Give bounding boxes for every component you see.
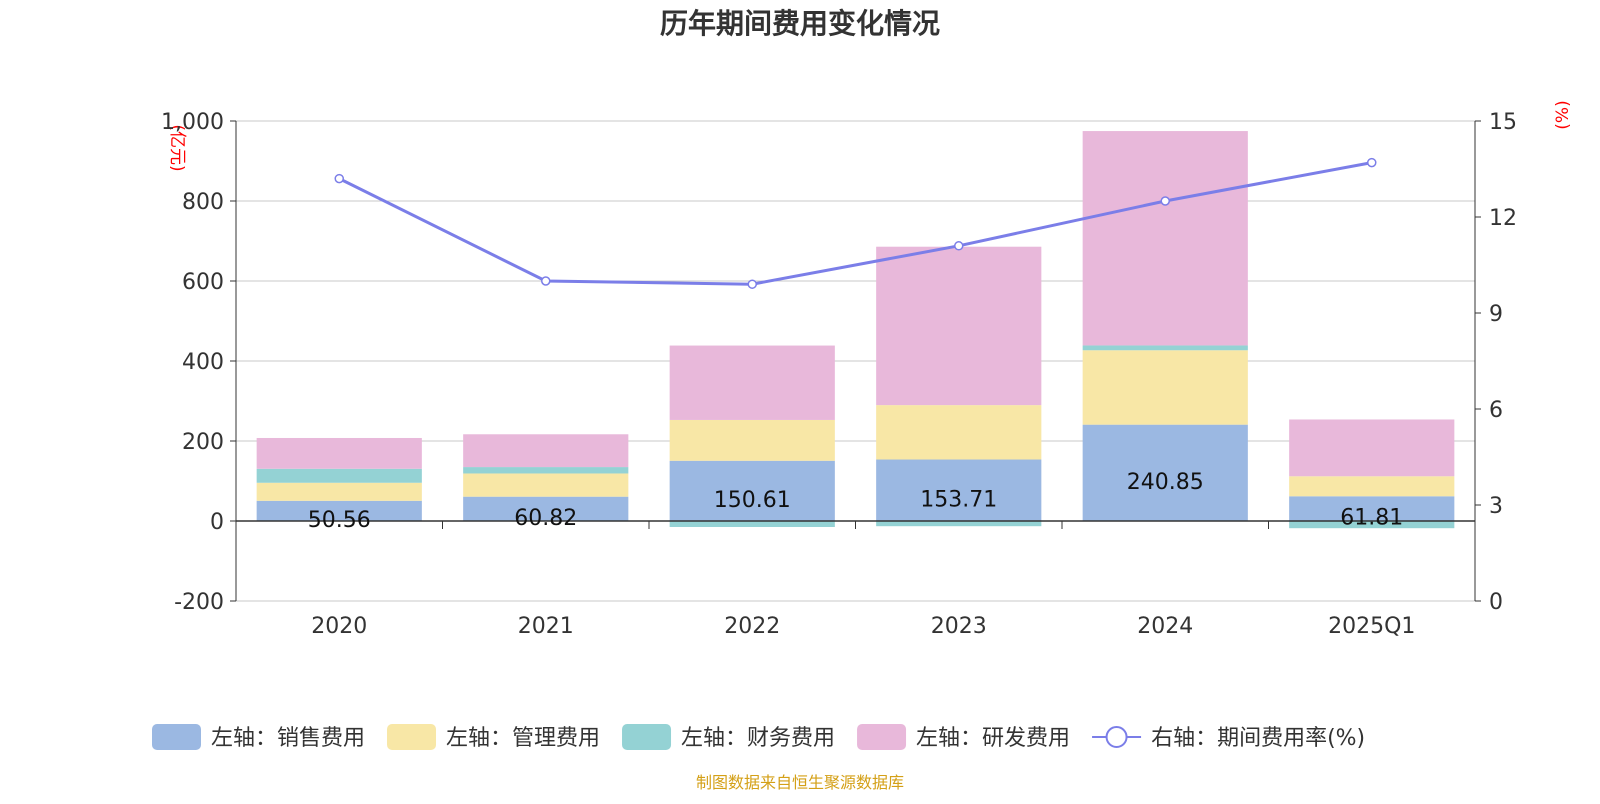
right-tick-label: 3 xyxy=(1489,494,1503,519)
bar xyxy=(1082,345,1248,351)
bar xyxy=(463,467,629,474)
grid-lines xyxy=(236,120,1475,602)
legend-label: 左轴：研发费用 xyxy=(916,726,1070,751)
left-tick-label: 200 xyxy=(182,430,224,455)
bar xyxy=(876,459,1042,521)
x-tick-label: 2022 xyxy=(724,614,780,639)
rate-point xyxy=(747,279,757,289)
legend-label: 左轴：财务费用 xyxy=(681,726,835,751)
bar xyxy=(463,434,629,468)
bar xyxy=(876,405,1042,460)
bar-data-label: 150.61 xyxy=(714,488,791,513)
bar-data-label: 240.85 xyxy=(1127,470,1204,495)
legend-swatch xyxy=(387,724,437,750)
axes: -200 0 200 400 600 800 1,000 0 3 6 9 12 15 2020 2021 20… xyxy=(161,110,1517,639)
legend-label: 右轴：期间费用率(%) xyxy=(1151,726,1365,751)
legend-swatch xyxy=(622,724,672,750)
bar xyxy=(463,496,629,521)
legend: 左轴：销售费用 左轴：管理费用 左轴：财务费用 左轴：研发费用 右轴：期间费用率(%) xyxy=(152,724,1365,751)
source-note: 制图数据来自恒生聚源数据库 xyxy=(696,773,904,792)
x-tick-label: 2024 xyxy=(1137,614,1193,639)
bar xyxy=(1289,476,1455,497)
bar-data-labels: 50.56 60.82 150.61 153.71 240.85 61.81 xyxy=(308,470,1403,533)
bar xyxy=(669,345,835,420)
bar-data-label: 61.81 xyxy=(1340,506,1403,531)
bar xyxy=(256,437,422,469)
bar xyxy=(1289,521,1455,529)
bar xyxy=(256,500,422,521)
left-tick-label: 800 xyxy=(182,190,224,215)
bar xyxy=(669,419,835,461)
x-tick-label: 2021 xyxy=(518,614,574,639)
rate-point xyxy=(541,276,551,286)
bar-data-label: 50.56 xyxy=(308,508,371,533)
left-tick-label: 600 xyxy=(182,270,224,295)
x-tick-label: 2025Q1 xyxy=(1328,614,1415,639)
bar xyxy=(1289,419,1455,477)
legend-swatch xyxy=(857,724,907,750)
rate-line-series xyxy=(334,157,1377,289)
left-tick-label: 1,000 xyxy=(161,110,224,135)
bar xyxy=(669,521,835,527)
rate-line xyxy=(338,161,1373,286)
legend-marker xyxy=(1105,726,1128,748)
bar xyxy=(1082,131,1248,346)
left-tick-label: 0 xyxy=(210,510,224,535)
bar xyxy=(256,482,422,501)
legend-swatch xyxy=(152,724,201,750)
bar xyxy=(669,460,835,521)
rate-point xyxy=(334,173,344,184)
bar xyxy=(876,521,1042,527)
bar xyxy=(256,468,422,483)
right-tick-label: 12 xyxy=(1489,206,1517,231)
right-tick-label: 0 xyxy=(1489,590,1503,615)
bar xyxy=(1082,350,1248,425)
bar-data-label: 60.82 xyxy=(514,506,577,531)
bar xyxy=(876,246,1042,406)
left-axis-unit: (亿元) xyxy=(167,124,187,171)
x-tick-label: 2020 xyxy=(311,614,367,639)
right-axis-unit: (%) xyxy=(1553,100,1573,129)
bar xyxy=(1082,424,1248,521)
chart-title: 历年期间费用变化情况 xyxy=(660,7,940,40)
right-tick-label: 6 xyxy=(1489,398,1503,423)
right-tick-label: 9 xyxy=(1489,302,1503,327)
rate-point xyxy=(1367,157,1377,168)
bar xyxy=(1289,496,1455,521)
left-tick-label: -200 xyxy=(174,590,224,615)
rate-point xyxy=(1160,196,1170,206)
left-tick-label: 400 xyxy=(182,350,224,375)
bar-series xyxy=(256,131,1455,529)
right-tick-label: 15 xyxy=(1489,110,1517,135)
bar xyxy=(463,473,629,497)
rate-point xyxy=(954,241,964,251)
legend-label: 左轴：销售费用 xyxy=(211,726,365,751)
bar-data-label: 153.71 xyxy=(920,487,997,512)
x-tick-label: 2023 xyxy=(931,614,987,639)
legend-label: 左轴：管理费用 xyxy=(446,726,600,751)
